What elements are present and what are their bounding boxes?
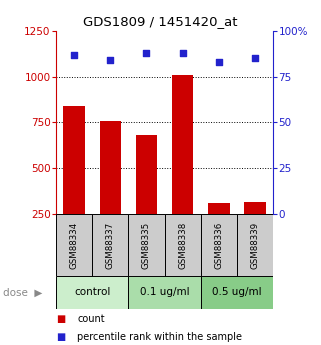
Text: GSM88336: GSM88336 <box>214 221 223 268</box>
Bar <box>237 214 273 276</box>
Bar <box>201 276 273 309</box>
Point <box>72 52 77 58</box>
Point <box>252 56 257 61</box>
Bar <box>164 214 201 276</box>
Bar <box>56 276 128 309</box>
Text: 0.1 ug/ml: 0.1 ug/ml <box>140 287 189 297</box>
Bar <box>208 203 230 214</box>
Point <box>144 50 149 56</box>
Text: GSM88334: GSM88334 <box>70 221 79 268</box>
Bar <box>56 214 92 276</box>
Point <box>180 50 185 56</box>
Bar <box>172 75 193 214</box>
Bar <box>201 214 237 276</box>
Text: GDS1809 / 1451420_at: GDS1809 / 1451420_at <box>83 16 238 29</box>
Text: GSM88335: GSM88335 <box>142 221 151 268</box>
Text: percentile rank within the sample: percentile rank within the sample <box>77 332 242 342</box>
Text: ■: ■ <box>56 332 65 342</box>
Bar <box>63 106 85 214</box>
Text: control: control <box>74 287 110 297</box>
Bar <box>128 214 164 276</box>
Text: GSM88338: GSM88338 <box>178 221 187 268</box>
Point <box>216 59 221 65</box>
Text: GSM88339: GSM88339 <box>250 221 259 268</box>
Text: count: count <box>77 314 105 324</box>
Point <box>108 58 113 63</box>
Text: dose  ▶: dose ▶ <box>3 287 43 297</box>
Bar <box>135 135 157 214</box>
Text: ■: ■ <box>56 314 65 324</box>
Text: GSM88337: GSM88337 <box>106 221 115 268</box>
Text: 0.5 ug/ml: 0.5 ug/ml <box>212 287 262 297</box>
Bar <box>244 202 265 214</box>
Bar <box>92 214 128 276</box>
Bar <box>100 121 121 214</box>
Bar <box>128 276 201 309</box>
